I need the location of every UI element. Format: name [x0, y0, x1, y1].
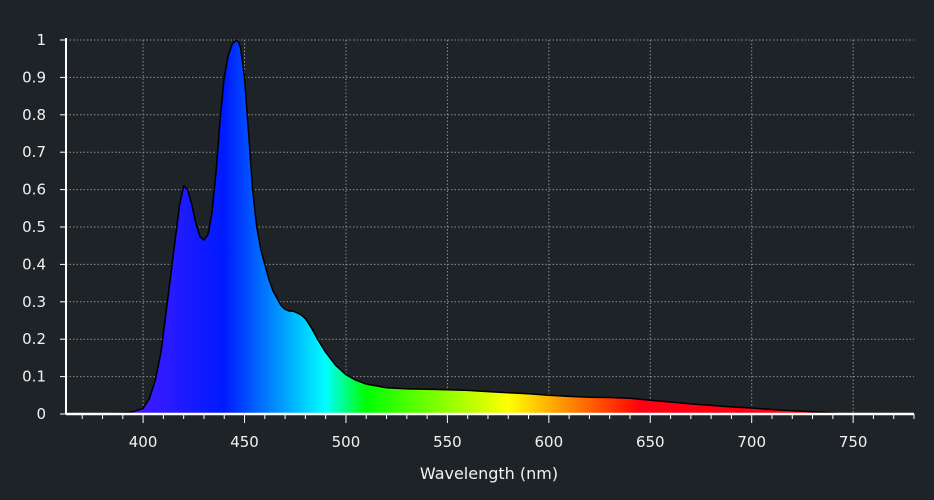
plot-area [101, 39, 844, 415]
x-tick-label: 600 [535, 433, 564, 451]
y-tick-label: 1 [36, 31, 46, 49]
y-tick-label: 0.6 [22, 181, 46, 199]
x-tick-label: 750 [839, 433, 868, 451]
y-tick-label: 0.8 [22, 106, 46, 124]
y-tick-label: 0.4 [22, 255, 46, 273]
x-tick-label: 500 [332, 433, 361, 451]
spectrum-area [101, 39, 844, 415]
y-tick-label: 0.1 [22, 368, 46, 386]
y-tick-label: 0.9 [22, 68, 46, 86]
y-tick-label: 0 [36, 405, 46, 423]
y-tick-label: 0.7 [22, 143, 46, 161]
x-tick-label: 400 [129, 433, 158, 451]
y-tick-label: 0.2 [22, 330, 46, 348]
y-axis-ticks: 0 0.1 0.2 0.3 0.4 0.5 0.6 0.7 0.8 0.9 1 [22, 31, 66, 423]
axes [65, 38, 914, 416]
x-tick-label: 700 [737, 433, 766, 451]
x-axis-ticks: 400 450 500 550 600 650 700 750 [81, 414, 915, 451]
x-axis-title: Wavelength (nm) [420, 464, 558, 483]
x-tick-label: 650 [636, 433, 665, 451]
y-tick-label: 0.5 [22, 218, 46, 236]
y-tick-label: 0.3 [22, 293, 46, 311]
x-tick-label: 450 [230, 433, 259, 451]
x-tick-label: 550 [433, 433, 462, 451]
